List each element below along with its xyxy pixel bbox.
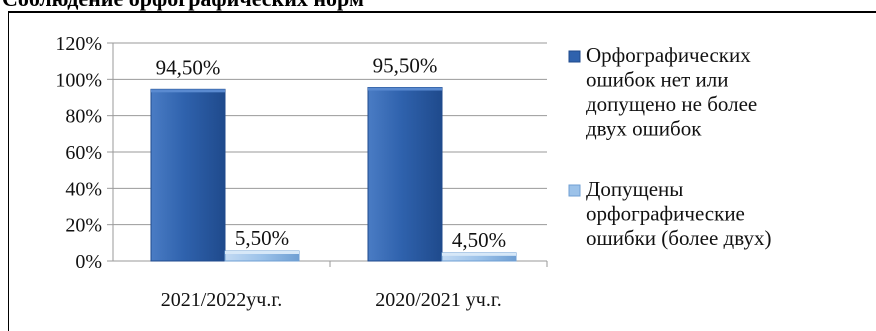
bar-cap xyxy=(225,251,299,255)
bar-cap xyxy=(442,252,516,256)
x-tick-label: 2020/2021 уч.г. xyxy=(375,289,502,311)
bar-no-errors xyxy=(367,87,443,262)
y-tick-label: 60% xyxy=(65,142,102,164)
bar-cap xyxy=(368,87,442,91)
y-tick-label: 80% xyxy=(65,106,102,128)
data-label: 95,50% xyxy=(373,54,438,78)
bar-cap xyxy=(151,89,225,93)
data-label: 5,50% xyxy=(235,226,289,250)
chart-frame xyxy=(8,11,876,331)
y-tick-label: 100% xyxy=(55,69,102,91)
y-tick-label: 40% xyxy=(65,178,102,200)
y-tick-label: 20% xyxy=(65,215,102,237)
data-label: 94,50% xyxy=(156,55,221,79)
legend-swatch xyxy=(568,50,581,63)
y-tick-label: 120% xyxy=(55,33,102,55)
legend-entry: Допущены орфографические ошибки (более дву… xyxy=(586,177,771,250)
document-heading: Соблюдение орфографических норм xyxy=(2,0,364,12)
bar-no-errors xyxy=(150,88,226,262)
bar-chart: 0% 20% 40% 60% 80% 100% 120% 2021/2022уч.г. 94,5… xyxy=(55,33,771,311)
data-label: 4,50% xyxy=(452,228,506,252)
legend-swatch xyxy=(568,184,581,197)
x-tick-label: 2021/2022уч.г. xyxy=(161,289,283,311)
legend-entry: Орфографических ошибок нет или допущено не… xyxy=(586,43,757,141)
y-tick-label: 0% xyxy=(75,251,102,273)
